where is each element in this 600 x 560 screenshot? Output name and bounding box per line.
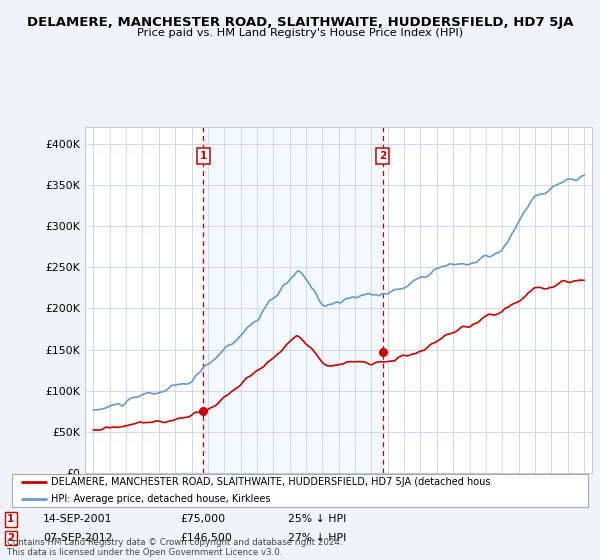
- Text: 1: 1: [7, 515, 14, 524]
- Bar: [203, 127, 383, 473]
- Text: 2: 2: [379, 151, 386, 161]
- Text: 07-SEP-2012: 07-SEP-2012: [43, 533, 113, 543]
- Text: DELAMERE, MANCHESTER ROAD, SLAITHWAITE, HUDDERSFIELD, HD7 5JA: DELAMERE, MANCHESTER ROAD, SLAITHWAITE, …: [27, 16, 573, 29]
- Text: Price paid vs. HM Land Registry's House Price Index (HPI): Price paid vs. HM Land Registry's House …: [137, 28, 463, 38]
- Text: HPI: Average price, detached house, Kirklees: HPI: Average price, detached house, Kirk…: [51, 494, 271, 503]
- Text: Contains HM Land Registry data © Crown copyright and database right 2024.
This d: Contains HM Land Registry data © Crown c…: [7, 538, 343, 557]
- Text: 1: 1: [199, 151, 207, 161]
- Text: 27% ↓ HPI: 27% ↓ HPI: [288, 533, 346, 543]
- Text: £75,000: £75,000: [180, 515, 225, 524]
- Text: 14-SEP-2001: 14-SEP-2001: [43, 515, 113, 524]
- Text: 2: 2: [7, 533, 14, 543]
- Text: DELAMERE, MANCHESTER ROAD, SLAITHWAITE, HUDDERSFIELD, HD7 5JA (detached hous: DELAMERE, MANCHESTER ROAD, SLAITHWAITE, …: [51, 478, 491, 487]
- Text: 25% ↓ HPI: 25% ↓ HPI: [288, 515, 346, 524]
- Text: £146,500: £146,500: [180, 533, 232, 543]
